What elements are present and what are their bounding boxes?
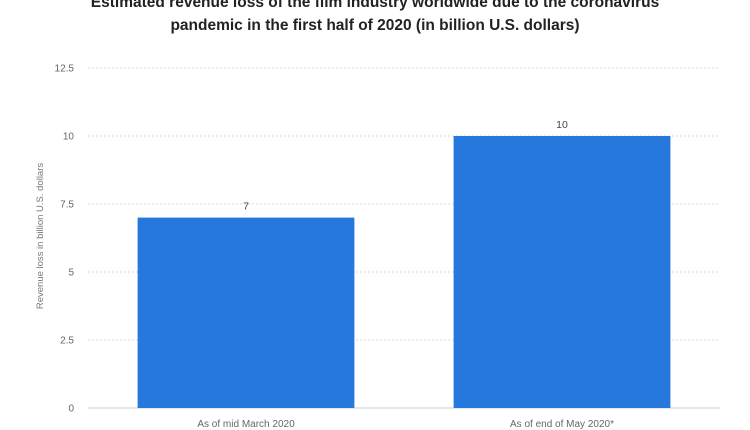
value-label-1: 10: [556, 119, 568, 131]
chart-title-line-2: pandemic in the first half of 2020 (in b…: [170, 17, 580, 34]
y-tick-label-1: 2.5: [60, 336, 74, 347]
chart-title: Estimated revenue loss of the film indus…: [0, 0, 750, 37]
category-labels: As of mid March 2020 As of end of May 202…: [197, 419, 614, 430]
y-axis-ticks: 0 2.5 5 7.5 10 12.5: [55, 64, 75, 415]
value-labels: 7 10: [243, 119, 568, 213]
value-label-0: 7: [243, 201, 249, 213]
category-label-1: As of end of May 2020*: [510, 419, 614, 430]
category-label-0: As of mid March 2020: [197, 419, 295, 430]
chart-title-line-1: Estimated revenue loss of the film indus…: [90, 0, 660, 11]
y-tick-label-5: 12.5: [55, 64, 75, 75]
bars: [137, 136, 671, 408]
y-axis-label: Revenue loss in billion U.S. dollars: [35, 163, 46, 310]
bar-0[interactable]: [137, 217, 355, 408]
bar-1[interactable]: [453, 136, 671, 408]
y-tick-label-4: 10: [63, 132, 75, 143]
y-tick-label-3: 7.5: [60, 200, 74, 211]
y-tick-label-2: 5: [68, 268, 74, 279]
y-tick-label-0: 0: [68, 404, 74, 415]
